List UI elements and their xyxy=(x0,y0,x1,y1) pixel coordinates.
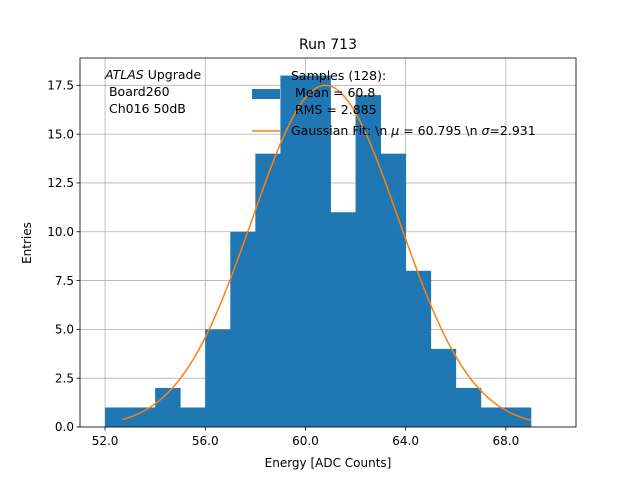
atlas-annotation: ATLAS Upgrade Board260 Ch016 50dB xyxy=(104,67,201,116)
x-axis-label: Energy [ADC Counts] xyxy=(265,456,392,470)
legend-samples-line-2: Mean = 60.8 xyxy=(291,85,375,100)
annotation-line-3: Ch016 50dB xyxy=(105,101,186,116)
x-tick-label-4: 68.0 xyxy=(492,434,519,448)
legend: Samples (128): Mean = 60.8 RMS = 2.885 G… xyxy=(252,68,536,138)
y-tick-label-5: 12.5 xyxy=(47,176,74,190)
y-tick-label-0: 0.0 xyxy=(55,420,74,434)
x-tick-label-3: 64.0 xyxy=(392,434,419,448)
legend-fit-mid: = 60.795 \n xyxy=(399,123,481,138)
x-tick-label-0: 52.0 xyxy=(92,434,119,448)
y-tick-label-7: 17.5 xyxy=(47,79,74,93)
legend-fit-label: Gaussian Fit: \n μ = 60.795 \n σ=2.931 xyxy=(291,123,536,138)
histogram-bar-13 xyxy=(430,348,457,427)
histogram-bar-16 xyxy=(505,407,532,427)
legend-fit-suffix: =2.931 xyxy=(489,123,535,138)
histogram-bar-1 xyxy=(130,407,156,427)
legend-samples-line-3: RMS = 2.885 xyxy=(291,102,377,117)
x-axis-ticks: 52.0 56.0 60.0 64.0 68.0 xyxy=(92,427,519,448)
histogram-bar-10 xyxy=(355,95,382,427)
legend-fit-sigma-symbol: σ xyxy=(481,123,490,138)
legend-fit-mu-symbol: μ xyxy=(390,123,399,138)
histogram-bar-2 xyxy=(155,387,181,427)
gaussian-fit-curve xyxy=(122,84,532,421)
y-tick-label-3: 7.5 xyxy=(55,274,74,288)
histogram-bar-5 xyxy=(230,231,256,427)
annotation-line-2: Board260 xyxy=(105,84,170,99)
histogram-bar-4 xyxy=(205,329,231,427)
histogram-bar-11 xyxy=(380,153,407,427)
chart-title: Run 713 xyxy=(299,37,357,53)
y-tick-label-6: 15.0 xyxy=(47,127,74,141)
annotation-experiment-suffix: Upgrade xyxy=(144,67,202,82)
histogram-bars xyxy=(105,75,532,428)
y-axis-label: Entries xyxy=(20,222,34,264)
histogram-bar-6 xyxy=(255,153,281,427)
annotation-line-1: ATLAS Upgrade xyxy=(104,67,201,82)
annotation-experiment: ATLAS xyxy=(104,67,144,82)
histogram-bar-8 xyxy=(305,75,331,428)
plot-frame xyxy=(79,57,577,428)
histogram-bar-14 xyxy=(455,387,482,427)
x-tick-label-1: 56.0 xyxy=(192,434,219,448)
histogram-bar-3 xyxy=(180,407,206,427)
legend-samples-line-1: Samples (128): xyxy=(291,68,386,83)
y-tick-label-4: 10.0 xyxy=(47,225,74,239)
histogram-bar-9 xyxy=(330,212,356,427)
histogram-bar-0 xyxy=(105,407,131,427)
legend-samples-swatch xyxy=(252,89,280,99)
histogram-bar-15 xyxy=(480,407,507,427)
y-tick-label-2: 5.0 xyxy=(55,323,74,337)
histogram-bar-12 xyxy=(405,270,432,427)
legend-fit-prefix: Gaussian Fit: \n xyxy=(291,123,391,138)
x-tick-label-2: 60.0 xyxy=(292,434,319,448)
y-axis-ticks: 0.0 2.5 5.0 7.5 10.0 12.5 15.0 17.5 xyxy=(47,79,80,434)
y-tick-label-1: 2.5 xyxy=(55,371,74,385)
